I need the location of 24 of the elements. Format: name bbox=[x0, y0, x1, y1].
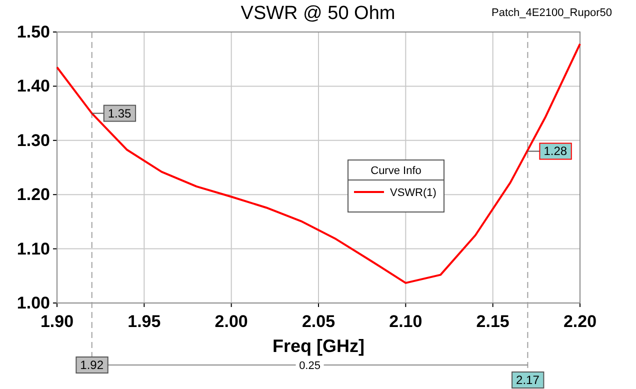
chart-subtitle: Patch_4E2100_Rupor50 bbox=[492, 7, 612, 19]
annotation: 1.28 bbox=[544, 144, 568, 158]
legend-label: VSWR(1) bbox=[390, 187, 436, 199]
text: 0.25 bbox=[299, 360, 320, 372]
ref-line-label: 2.17 bbox=[516, 373, 540, 387]
legend-title: Curve Info bbox=[370, 165, 422, 177]
ref-line-label: 1.92 bbox=[80, 358, 104, 372]
x-tick-label: 1.90 bbox=[40, 312, 74, 331]
chart-title: VSWR @ 50 Ohm bbox=[240, 3, 396, 24]
y-tick-label: 1.50 bbox=[16, 22, 50, 42]
x-tick-label: 2.20 bbox=[563, 312, 597, 331]
y-tick-label: 1.30 bbox=[16, 130, 50, 150]
y-tick-label: 1.00 bbox=[16, 293, 50, 312]
y-tick-label: 1.40 bbox=[16, 76, 50, 96]
x-tick-label: 1.95 bbox=[128, 312, 161, 331]
line-series bbox=[56, 42, 581, 284]
x-tick-label: 2.15 bbox=[476, 312, 510, 331]
annotation: 1.35 bbox=[108, 106, 132, 120]
x-tick-label: 2.10 bbox=[389, 312, 422, 331]
y-tick-label: 1.10 bbox=[16, 239, 50, 258]
x-tick-label: 2.05 bbox=[302, 312, 336, 331]
x-axis-title: Freq [GHz] bbox=[272, 336, 364, 356]
x-tick-label: 2.00 bbox=[214, 312, 248, 331]
y-tick-label: 1.20 bbox=[16, 185, 50, 204]
